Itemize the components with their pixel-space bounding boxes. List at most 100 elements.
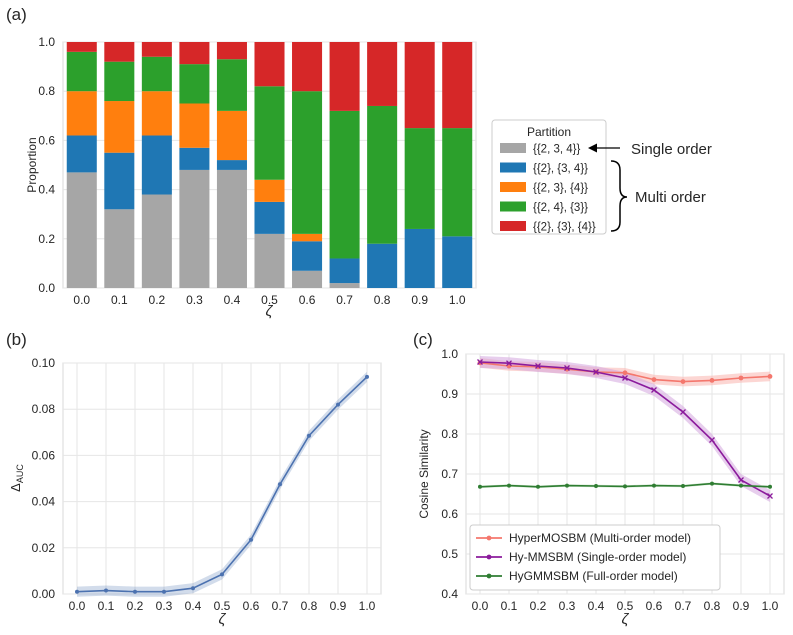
y-tick-label: 0.4 [441, 587, 458, 601]
data-point [249, 537, 253, 542]
data-point [75, 589, 79, 594]
bar-segment [179, 42, 210, 65]
bar-segment [329, 283, 360, 288]
y-tick-label: 0.8 [38, 84, 55, 98]
data-point [739, 483, 743, 488]
data-point [651, 387, 657, 393]
bar-segment [329, 258, 360, 284]
y-tick-label: 0.7 [441, 467, 458, 481]
x-tick-label: 0.5 [214, 599, 231, 613]
legend-title: Partition [527, 125, 571, 139]
multi-brace-icon [610, 160, 628, 232]
bar-segment [141, 42, 172, 57]
bar-segment [66, 42, 97, 52]
arrow-head-icon [588, 143, 597, 153]
grid-b [63, 362, 381, 595]
x-tick-label: 1.0 [449, 293, 466, 307]
data-point [536, 484, 540, 489]
bar-segment [179, 103, 210, 148]
x-tick-label: 0.6 [243, 599, 260, 613]
legend-c-label: HyperMOSBM (Multi-order model) [509, 531, 691, 545]
legend-c-marker [486, 573, 492, 579]
data-point [365, 374, 369, 379]
y-axis-label-b-sub: AUC [15, 464, 25, 484]
x-tick-label: 1.0 [359, 599, 376, 613]
series-b [75, 371, 369, 597]
bar-segment [104, 152, 135, 210]
data-point [767, 493, 773, 499]
series-c [477, 356, 773, 502]
bar-segment [216, 59, 247, 111]
y-ticks-a: 0.0 0.2 0.4 0.6 0.8 1.0 [38, 35, 55, 295]
x-tick-label: 0.7 [675, 599, 692, 613]
x-ticks-a: 0.0 0.1 0.2 0.3 0.4 0.5 0.6 0.7 0.8 0.9 1.0 [73, 293, 465, 307]
bar-segment [66, 91, 97, 136]
y-tick-label: 0.2 [38, 232, 55, 246]
bar-segment [141, 194, 172, 288]
data-point [681, 484, 685, 488]
bar-segment [254, 86, 285, 180]
y-tick-label: 0.02 [32, 541, 56, 555]
x-tick-label: 0.0 [472, 599, 489, 613]
legend-swatch [500, 143, 526, 153]
data-point [652, 483, 656, 488]
legend-swatch [500, 182, 526, 192]
data-point [709, 378, 715, 383]
legend-c-marker [486, 554, 492, 560]
data-point [506, 360, 512, 367]
bar-segment [179, 147, 210, 170]
data-point [594, 484, 598, 488]
data-point [278, 482, 282, 487]
bar-segment [292, 241, 323, 271]
legend-a: Partition {{2, 3, 4}}{{2}, {3, 4}}{{2, 3… [491, 119, 607, 235]
x-tick-label: 0.0 [69, 599, 86, 613]
legend-label: {{2, 3}, {4}} [533, 183, 588, 195]
data-point [767, 374, 773, 379]
bar-segment [329, 42, 360, 111]
bar-segment [66, 135, 97, 173]
data-point [535, 363, 541, 369]
bar-segment [216, 42, 247, 60]
stacked-bar-chart: 0.0 0.2 0.4 0.6 0.8 1.0 0.0 0.1 0.2 0.3 0.4 0.5 0.6… [25, 35, 712, 320]
x-tick-label: 0.2 [127, 599, 144, 613]
legend-c-box [469, 524, 721, 591]
y-axis-label-b: ΔAUC [8, 464, 25, 492]
x-tick-label: 0.1 [98, 599, 115, 613]
data-point [709, 437, 715, 443]
x-tick-label: 0.4 [185, 599, 202, 613]
x-tick-label: 0.9 [330, 599, 347, 613]
bar-segment [179, 64, 210, 104]
data-point [710, 481, 714, 486]
x-tick-label: 0.3 [559, 599, 576, 613]
x-tick-label: 0.8 [301, 599, 318, 613]
legend-c-label: HyGMMSBM (Full-order model) [509, 569, 678, 583]
bar-segment [254, 233, 285, 288]
data-point [191, 586, 195, 591]
x-tick-label: 0.7 [272, 599, 289, 613]
legend-swatch [500, 221, 526, 231]
legend-label: {{2}, {3, 4}} [533, 163, 588, 175]
x-tick-label: 0.9 [411, 293, 428, 307]
bar-segment [442, 42, 473, 129]
data-point [680, 379, 686, 384]
y-tick-label: 1.0 [38, 35, 55, 49]
multi-order-label: Multi order [635, 189, 706, 206]
legend-c-label: Hy-MMSBM (Single-order model) [509, 550, 686, 564]
data-point [478, 484, 482, 489]
bar-segment [141, 56, 172, 92]
x-axis-label-c: ζ [622, 611, 630, 628]
x-tick-label: 0.0 [73, 293, 90, 307]
legend-items: {{2, 3, 4}} {{2}, {3, 4}} {{2, 3}, {4}} {{2… [500, 143, 596, 234]
bar-segment [404, 42, 435, 129]
bar-segment [404, 228, 435, 288]
data-point [768, 484, 772, 489]
y-tick-label: 0.8 [441, 427, 458, 441]
bar-segment [442, 236, 473, 288]
y-tick-label: 0.00 [32, 587, 56, 601]
bar-segment [104, 101, 135, 153]
x-tick-label: 0.1 [111, 293, 128, 307]
bar-segment [66, 172, 97, 288]
y-tick-label: 0.08 [32, 402, 56, 416]
bars-a [66, 42, 473, 288]
